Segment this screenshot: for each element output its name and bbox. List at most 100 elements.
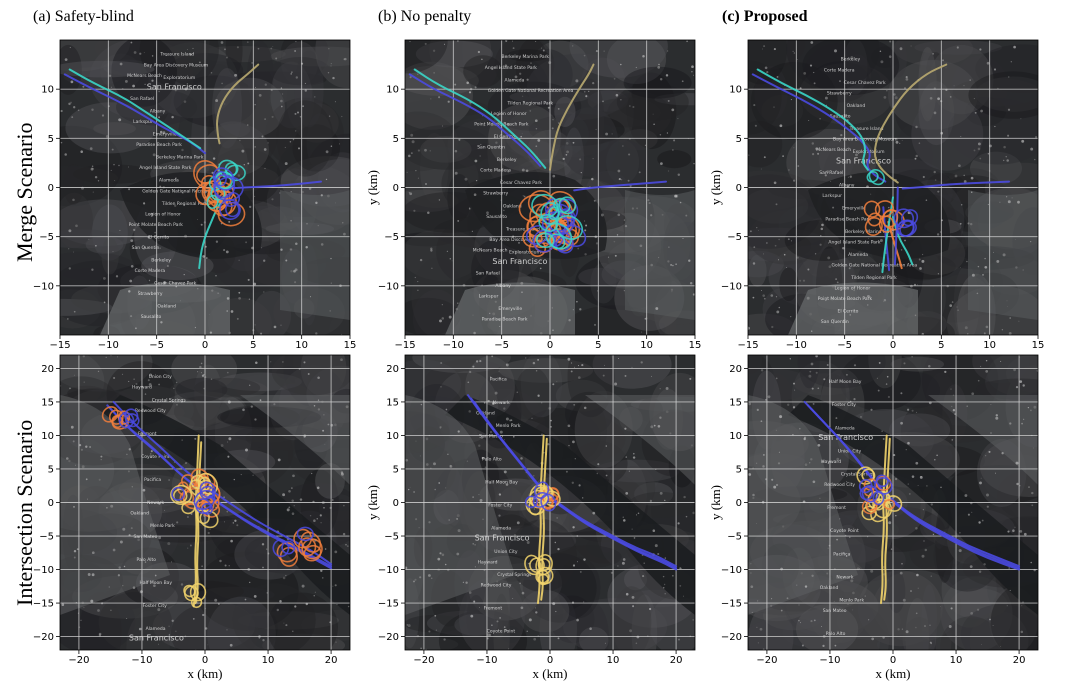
urban-dot	[649, 499, 653, 503]
urban-dot	[921, 332, 924, 335]
urban-dot	[622, 145, 624, 147]
x-tick-label: −20	[413, 655, 434, 666]
urban-dot	[529, 110, 532, 112]
urban-dot	[572, 141, 575, 144]
urban-dot	[940, 486, 942, 489]
urban-dot	[144, 561, 147, 563]
urban-dot	[542, 49, 545, 52]
urban-dot	[503, 407, 506, 410]
urban-dot	[438, 199, 441, 201]
terrain-patch	[405, 297, 461, 335]
urban-dot	[621, 561, 625, 565]
urban-dot	[985, 455, 987, 457]
urban-dot	[1015, 461, 1019, 465]
urban-dot	[535, 128, 538, 130]
urban-dot	[498, 493, 502, 496]
map-place-label: Newark	[493, 400, 510, 406]
urban-dot	[428, 521, 431, 524]
urban-dot	[249, 384, 251, 386]
urban-dot	[752, 262, 756, 265]
loop-trajectory-blue	[199, 481, 216, 499]
urban-dot	[641, 331, 643, 333]
y-axis-label: y (km)	[708, 170, 723, 205]
urban-dot	[234, 519, 237, 522]
urban-dot	[167, 542, 171, 546]
urban-dot	[330, 145, 333, 147]
urban-dot	[811, 574, 814, 577]
urban-dot	[804, 436, 806, 439]
urban-dot	[154, 574, 157, 577]
urban-dot	[810, 469, 812, 472]
urban-dot	[683, 495, 686, 499]
urban-dot	[505, 483, 509, 486]
urban-dot	[89, 147, 93, 150]
urban-dot	[786, 597, 789, 600]
terrain-patch	[585, 170, 630, 213]
terrain-patch	[283, 355, 341, 407]
urban-dot	[290, 191, 292, 193]
urban-dot	[984, 257, 986, 260]
map-place-label: Pacifica	[144, 477, 161, 483]
urban-dot	[148, 383, 152, 386]
urban-dot	[760, 420, 763, 423]
urban-dot	[817, 152, 820, 155]
urban-dot	[133, 51, 137, 54]
urban-dot	[1020, 630, 1024, 634]
terrain-patch	[947, 98, 1038, 165]
urban-dot	[583, 406, 587, 410]
urban-dot	[171, 561, 172, 563]
urban-dot	[667, 99, 670, 102]
urban-dot	[441, 125, 444, 127]
urban-dot	[1009, 422, 1012, 425]
urban-dot	[280, 105, 283, 108]
map-place-label: Treasure Island	[505, 226, 540, 232]
urban-dot	[1017, 200, 1020, 204]
urban-dot	[263, 148, 267, 151]
urban-dot	[983, 563, 986, 566]
urban-dot	[505, 40, 508, 42]
urban-dot	[629, 105, 631, 107]
urban-dot	[1015, 266, 1018, 269]
urban-dot	[774, 244, 777, 247]
urban-dot	[143, 202, 146, 205]
urban-dot	[1009, 317, 1011, 319]
urban-dot	[215, 240, 219, 243]
urban-dot	[479, 155, 481, 157]
urban-dot	[419, 576, 422, 579]
urban-dot	[541, 402, 543, 404]
urban-dot	[221, 82, 223, 85]
urban-dot	[988, 450, 991, 453]
terrain-patch	[214, 77, 285, 139]
urban-dot	[130, 264, 134, 268]
loop-trajectory-orange	[878, 215, 895, 233]
urban-dot	[264, 83, 267, 86]
urban-dot	[917, 587, 920, 590]
urban-dot	[631, 595, 635, 599]
loop-trajectory-blue	[281, 540, 296, 555]
loop-trajectory-yellow	[183, 584, 196, 598]
x-tick-label: −10	[786, 340, 807, 351]
urban-dot	[111, 148, 114, 151]
map-place-label: Berkeley	[497, 157, 517, 163]
urban-dot	[299, 116, 302, 118]
urban-dot	[415, 518, 418, 521]
urban-dot	[871, 637, 875, 641]
urban-dot	[905, 78, 909, 81]
urban-dot	[642, 575, 645, 578]
y-tick-label: 15	[386, 397, 399, 408]
urban-dot	[888, 55, 892, 58]
urban-dot	[457, 40, 459, 42]
urban-dot	[151, 55, 154, 57]
loop-trajectory-blue	[875, 474, 889, 488]
terrain-patch	[872, 570, 962, 643]
urban-dot	[763, 156, 766, 159]
urban-dot	[970, 612, 974, 615]
urban-dot	[852, 609, 854, 611]
loop-trajectory-orange	[206, 189, 228, 212]
urban-dot	[552, 383, 555, 386]
urban-dot	[317, 408, 321, 411]
urban-dot	[138, 290, 140, 292]
terrain-patch	[578, 267, 622, 286]
urban-dot	[535, 41, 537, 42]
urban-dot	[648, 607, 652, 611]
